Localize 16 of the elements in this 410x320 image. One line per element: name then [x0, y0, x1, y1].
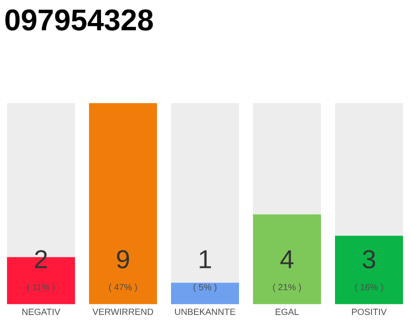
annotation: 4	[280, 250, 294, 268]
x-tick-label: VERWIRREND	[92, 308, 154, 315]
data-label: ( 5% )	[194, 284, 216, 292]
annotation: 3	[362, 250, 376, 268]
data-label: ( 11% )	[27, 284, 55, 292]
data-label: ( 21% )	[273, 284, 301, 292]
data-label: ( 16% )	[355, 284, 383, 292]
x-tick-label: NEGATIV	[22, 308, 60, 316]
x-tick-label: UNBEKANNTE	[175, 308, 236, 315]
bar	[171, 282, 240, 304]
x-tick-label: POSITIV	[352, 308, 387, 316]
x-tick-label: EGAL	[276, 308, 299, 316]
annotation: 1	[200, 250, 211, 268]
data-label: ( 47% )	[109, 284, 137, 292]
chart-title: 097954328	[5, 9, 153, 31]
annotation: 9	[117, 250, 129, 268]
